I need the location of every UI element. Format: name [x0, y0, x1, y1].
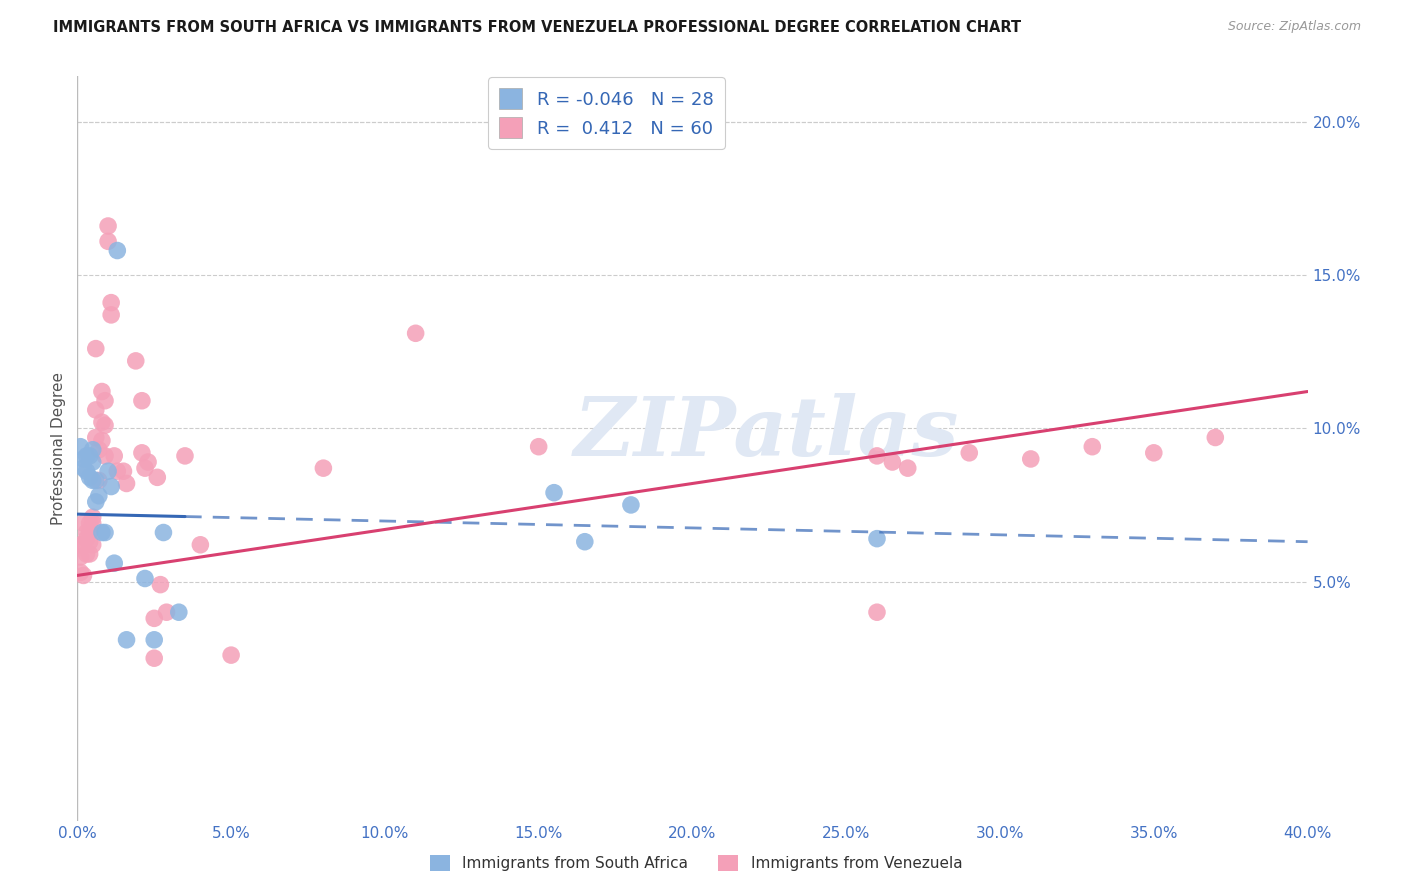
- Point: [84, 342, 107, 356]
- Point: [574, 534, 596, 549]
- Point: [79, 516, 101, 531]
- Point: [72, 568, 94, 582]
- Point: [76, 449, 98, 463]
- Point: [866, 449, 889, 463]
- Point: [957, 446, 980, 460]
- Point: [897, 461, 920, 475]
- Point: [219, 648, 242, 662]
- Point: [76, 525, 98, 540]
- Point: [1081, 440, 1104, 454]
- Point: [115, 476, 138, 491]
- Point: [97, 235, 120, 249]
- Point: [866, 605, 889, 619]
- Point: [82, 455, 104, 469]
- Point: [69, 538, 91, 552]
- Point: [72, 538, 94, 552]
- Point: [143, 651, 166, 665]
- Point: [134, 461, 156, 475]
- Point: [82, 510, 104, 524]
- Point: [527, 440, 550, 454]
- Point: [84, 430, 107, 444]
- Point: [131, 446, 153, 460]
- Point: [103, 449, 125, 463]
- Point: [125, 354, 148, 368]
- Point: [69, 549, 91, 564]
- Point: [79, 534, 101, 549]
- Y-axis label: Professional Degree: Professional Degree: [51, 372, 66, 524]
- Point: [76, 464, 98, 478]
- Point: [1019, 452, 1042, 467]
- Point: [79, 470, 101, 484]
- Point: [72, 461, 94, 475]
- Point: [90, 384, 114, 399]
- Point: [131, 393, 153, 408]
- Point: [76, 547, 98, 561]
- Point: [115, 632, 138, 647]
- Point: [72, 452, 94, 467]
- Point: [882, 455, 904, 469]
- Point: [543, 485, 565, 500]
- Point: [90, 525, 114, 540]
- Point: [87, 474, 110, 488]
- Point: [105, 244, 128, 258]
- Point: [143, 611, 166, 625]
- Point: [87, 442, 110, 457]
- Point: [105, 464, 128, 478]
- Point: [69, 440, 91, 454]
- Point: [143, 632, 166, 647]
- Point: [112, 464, 135, 478]
- Text: ZIPatlas: ZIPatlas: [574, 393, 959, 474]
- Point: [866, 532, 889, 546]
- Point: [82, 442, 104, 457]
- Point: [100, 295, 122, 310]
- Point: [188, 538, 212, 552]
- Point: [79, 449, 101, 463]
- Point: [167, 605, 190, 619]
- Point: [90, 415, 114, 429]
- Point: [76, 532, 98, 546]
- Point: [1204, 430, 1226, 444]
- Point: [94, 525, 117, 540]
- Point: [1143, 446, 1166, 460]
- Legend: Immigrants from South Africa, Immigrants from Venezuela: Immigrants from South Africa, Immigrants…: [423, 849, 969, 877]
- Point: [90, 434, 114, 448]
- Legend: R = -0.046   N = 28, R =  0.412   N = 60: R = -0.046 N = 28, R = 0.412 N = 60: [488, 78, 724, 149]
- Point: [174, 449, 197, 463]
- Point: [620, 498, 643, 512]
- Point: [146, 470, 169, 484]
- Point: [72, 516, 94, 531]
- Text: Source: ZipAtlas.com: Source: ZipAtlas.com: [1227, 20, 1361, 33]
- Point: [100, 308, 122, 322]
- Point: [136, 455, 159, 469]
- Point: [100, 479, 122, 493]
- Point: [149, 577, 172, 591]
- Point: [97, 464, 120, 478]
- Point: [82, 516, 104, 531]
- Point: [312, 461, 335, 475]
- Point: [82, 538, 104, 552]
- Point: [134, 572, 156, 586]
- Point: [97, 219, 120, 233]
- Point: [94, 418, 117, 433]
- Point: [103, 556, 125, 570]
- Point: [79, 547, 101, 561]
- Point: [82, 474, 104, 488]
- Point: [94, 393, 117, 408]
- Text: IMMIGRANTS FROM SOUTH AFRICA VS IMMIGRANTS FROM VENEZUELA PROFESSIONAL DEGREE CO: IMMIGRANTS FROM SOUTH AFRICA VS IMMIGRAN…: [53, 20, 1022, 35]
- Point: [152, 525, 174, 540]
- Point: [84, 474, 107, 488]
- Point: [84, 403, 107, 417]
- Point: [69, 566, 91, 580]
- Point: [79, 525, 101, 540]
- Point: [405, 326, 427, 341]
- Point: [155, 605, 177, 619]
- Point: [94, 449, 117, 463]
- Point: [84, 495, 107, 509]
- Point: [87, 489, 110, 503]
